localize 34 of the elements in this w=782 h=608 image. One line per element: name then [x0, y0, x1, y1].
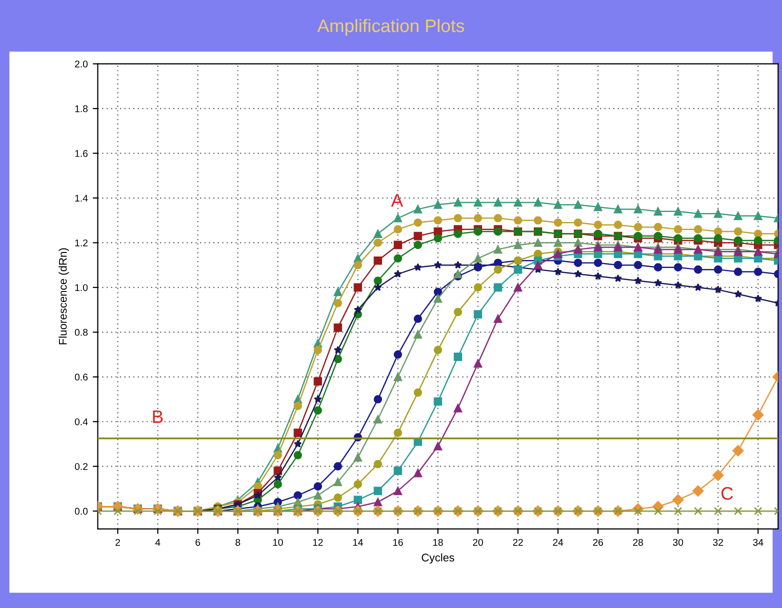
x-tick-label: 22: [513, 538, 523, 546]
chart-title: Amplification Plots: [317, 18, 464, 36]
y-tick-label: 1.2: [75, 239, 88, 246]
y-tick-label: 0.4: [74, 418, 88, 426]
x-tick-label: 4: [155, 539, 160, 546]
x-tick-label: 30: [673, 538, 684, 546]
y-tick-label: 1.6: [75, 150, 88, 157]
annotation: A: [391, 194, 404, 207]
y-tick-label: 0.8: [74, 328, 88, 336]
x-tick-label: 34: [753, 538, 764, 546]
y-tick-label: 2.0: [75, 60, 88, 68]
y-tick-label: 1.8: [75, 105, 88, 112]
x-tick-label: 16: [393, 538, 403, 546]
y-tick-label: 0.0: [74, 508, 88, 515]
y-tick-label: 1.4: [75, 194, 88, 202]
x-tick-label: 6: [196, 538, 200, 546]
x-tick-label: 10: [273, 538, 283, 546]
annotation: C: [721, 487, 733, 500]
x-tick-label: 24: [553, 538, 564, 546]
y-tick-label: 0.2: [74, 463, 88, 470]
x-tick-label: 26: [593, 538, 603, 546]
x-tick-label: 28: [633, 538, 644, 546]
x-tick-label: 14: [353, 539, 364, 546]
x-axis-title: Cycles: [422, 553, 454, 564]
annotation: B: [153, 410, 163, 423]
y-tick-label: 0.6: [74, 374, 88, 381]
x-tick-label: 32: [713, 538, 723, 546]
x-tick-label: 12: [313, 538, 323, 546]
x-tick-label: 8: [236, 538, 240, 546]
y-tick-label: 1.0: [75, 284, 88, 292]
y-axis-title: Fluorescence (dRn): [58, 248, 69, 344]
x-tick-label: 2: [116, 538, 120, 546]
x-tick-label: 18: [433, 538, 443, 546]
x-tick-label: 20: [473, 538, 483, 546]
